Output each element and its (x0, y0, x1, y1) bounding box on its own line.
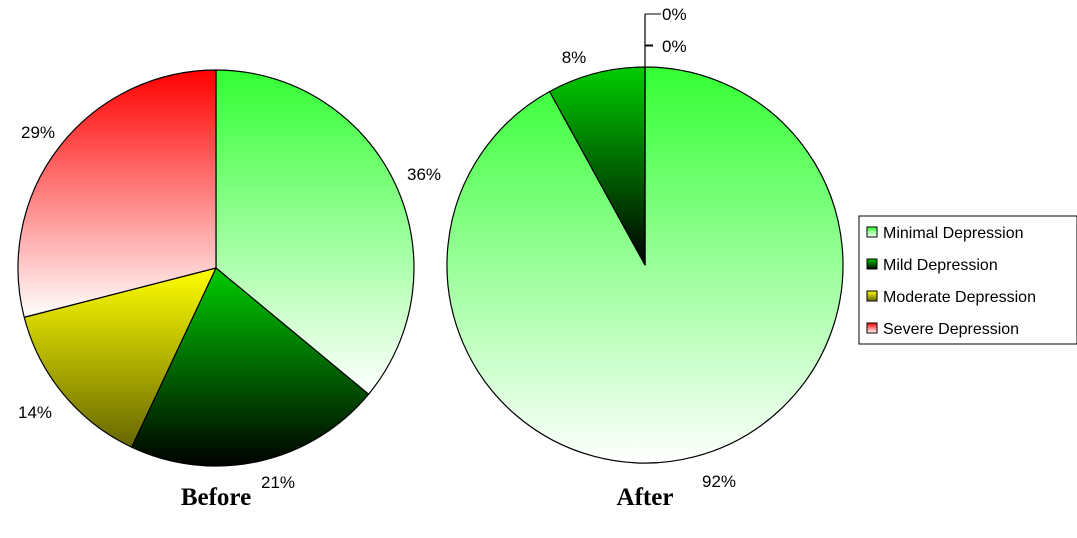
data-label-before-severe-depression: 29% (21, 123, 55, 142)
legend-swatch-severe-depression (866, 322, 878, 334)
zero-label-connectors (645, 13, 653, 47)
legend-label-mild-depression: Mild Depression (883, 257, 998, 274)
pie-slice-before-minimal-depression (215, 69, 415, 395)
legend-label-severe-depression: Severe Depression (883, 321, 1019, 338)
pie-slice-after-mild-depression (549, 66, 646, 266)
legend-box (858, 215, 1077, 345)
chart-caption-after: After (617, 484, 674, 511)
legend: Minimal Depression Mild Depression Moderat… (858, 215, 1077, 345)
pie-slice-before-mild-depression (131, 267, 370, 467)
data-label-after-moderate-depression: 0% (662, 37, 687, 56)
pie-chart-before: 36% 21% 14% 29% (17, 69, 441, 492)
chart-caption-before: Before (181, 484, 251, 511)
data-label-before-minimal-depression: 36% (407, 165, 441, 184)
legend-swatch-minimal-depression (866, 226, 878, 238)
pie-slice-before-severe-depression (17, 69, 217, 318)
legend-swatch-mild-depression (866, 258, 878, 270)
data-label-after-mild-depression: 8% (562, 48, 587, 67)
data-label-before-mild-depression: 21% (261, 473, 295, 492)
pie-slice-before-moderate-depression (23, 267, 217, 448)
data-label-before-moderate-depression: 14% (18, 403, 52, 422)
legend-label-moderate-depression: Moderate Depression (883, 289, 1036, 306)
legend-swatch-moderate-depression (866, 290, 878, 302)
data-label-after-minimal-depression: 92% (702, 472, 736, 491)
data-label-after-severe-depression: 0% (662, 5, 687, 24)
pie-chart-after: 92% 8% 0% 0% (446, 5, 844, 491)
legend-label-minimal-depression: Minimal Depression (883, 225, 1024, 242)
